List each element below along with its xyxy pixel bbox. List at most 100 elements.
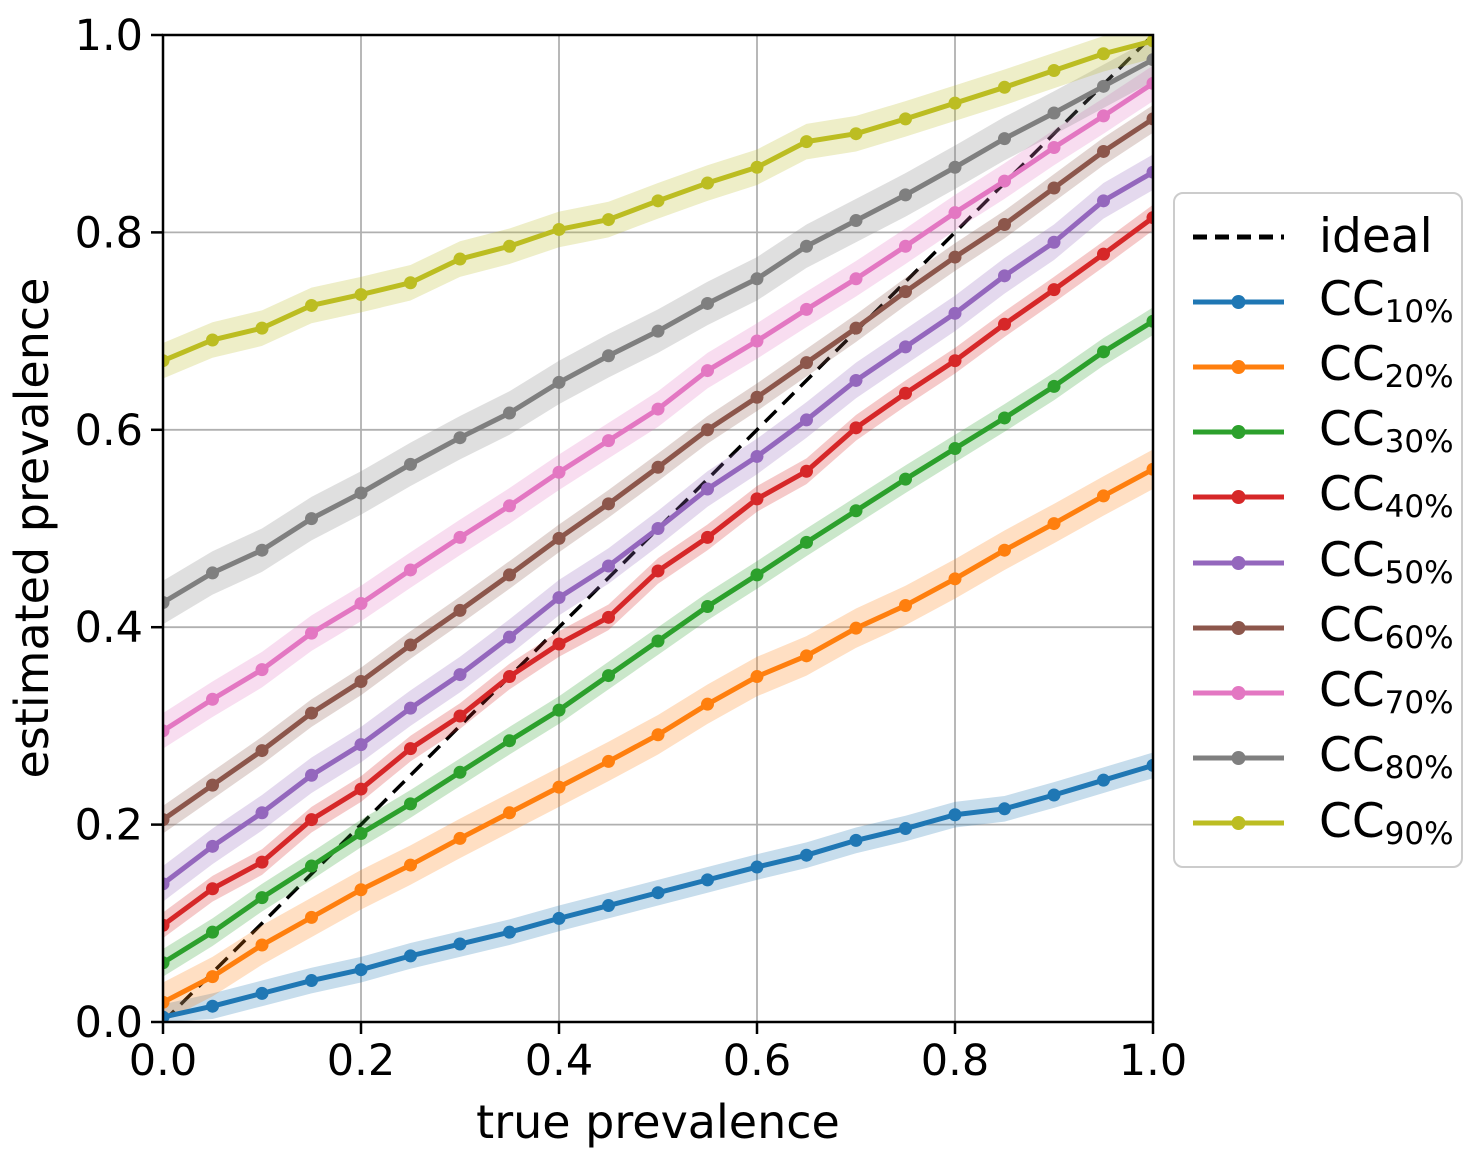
- data-point-cc-20: [651, 728, 665, 742]
- data-point-cc-30: [750, 568, 764, 582]
- data-point-cc-50: [503, 630, 516, 644]
- x-axis-label: true prevalence: [476, 1095, 840, 1149]
- data-point-cc-40: [602, 610, 615, 624]
- legend-line-icon: [1193, 234, 1284, 239]
- data-point-cc-10: [1097, 773, 1110, 787]
- data-point-cc-80: [255, 543, 269, 557]
- legend: ideal CC10% CC20% CC30% CC40% CC50% CC60% CC70%…: [1173, 192, 1463, 868]
- data-point-cc-10: [255, 986, 269, 1000]
- data-point-cc-30: [948, 442, 962, 456]
- legend-label-cc-40: CC40%: [1319, 467, 1454, 526]
- data-point-cc-80: [998, 132, 1011, 146]
- data-point-cc-90: [602, 213, 615, 227]
- data-point-cc-50: [701, 482, 714, 496]
- data-point-cc-60: [800, 356, 813, 370]
- data-point-cc-60: [750, 390, 764, 404]
- data-point-cc-40: [1047, 283, 1061, 297]
- data-point-cc-30: [651, 634, 665, 648]
- data-point-cc-40: [404, 742, 417, 756]
- x-tick-label: 0.8: [921, 1036, 989, 1086]
- data-point-cc-40: [503, 670, 516, 684]
- legend-label-cc-60: CC60%: [1319, 597, 1454, 656]
- data-point-cc-90: [552, 222, 566, 236]
- series-markers-cc-90: [163, 35, 1153, 368]
- legend-sample-cc-40: [1191, 486, 1286, 508]
- data-point-cc-90: [354, 288, 368, 302]
- legend-line-icon: [1193, 751, 1284, 766]
- data-point-cc-40: [651, 564, 665, 578]
- legend-line-icon: [1193, 294, 1284, 309]
- data-point-cc-20: [899, 598, 912, 612]
- data-point-cc-30: [552, 703, 566, 717]
- data-point-cc-80: [1047, 106, 1061, 120]
- data-point-cc-90: [255, 321, 269, 335]
- data-point-cc-10: [453, 937, 467, 951]
- legend-entry-cc-20: CC20%: [1175, 334, 1461, 399]
- data-point-cc-90: [453, 252, 467, 266]
- data-point-cc-50: [800, 413, 813, 427]
- data-point-cc-10: [404, 949, 417, 963]
- legend-label-cc-70: CC70%: [1319, 663, 1454, 721]
- data-point-cc-60: [453, 603, 467, 617]
- data-point-cc-10: [206, 999, 219, 1013]
- legend-entry-cc-80: CC80%: [1175, 726, 1461, 791]
- legend-line-icon: [1193, 425, 1284, 440]
- data-point-cc-80: [849, 214, 863, 228]
- data-point-cc-80: [503, 406, 516, 420]
- data-point-cc-50: [849, 373, 863, 387]
- data-point-cc-90: [651, 194, 665, 208]
- data-point-cc-80: [651, 324, 665, 338]
- data-point-cc-30: [503, 734, 516, 748]
- legend-sample-cc-90: [1191, 812, 1286, 834]
- legend-entry-cc-30: CC30%: [1175, 400, 1461, 465]
- data-point-cc-40: [948, 354, 962, 368]
- y-axis-label: estimated prevalence: [5, 278, 59, 779]
- data-point-cc-20: [255, 938, 269, 952]
- legend-entry-cc-90: CC90%: [1175, 791, 1461, 856]
- data-point-cc-80: [602, 349, 615, 363]
- data-point-cc-10: [503, 925, 516, 939]
- data-point-cc-60: [998, 218, 1011, 232]
- data-point-cc-40: [305, 813, 318, 827]
- data-point-cc-30: [1047, 379, 1061, 393]
- data-point-cc-30: [453, 765, 467, 779]
- data-point-cc-70: [354, 597, 368, 611]
- data-point-cc-80: [750, 272, 764, 286]
- data-point-cc-50: [404, 701, 417, 715]
- data-point-cc-10: [899, 822, 912, 836]
- series-markers-cc-10: [163, 758, 1153, 1022]
- legend-sample-cc-30: [1191, 421, 1286, 443]
- series-markers-cc-30: [163, 314, 1153, 970]
- data-point-cc-20: [701, 697, 714, 711]
- x-tick-label: 0.2: [327, 1036, 395, 1086]
- data-point-cc-20: [1097, 489, 1110, 503]
- data-point-cc-60: [1047, 181, 1061, 195]
- data-point-cc-70: [163, 724, 170, 738]
- legend-entry-cc-10: CC10%: [1175, 269, 1461, 334]
- data-point-cc-10: [849, 833, 863, 847]
- legend-line-icon: [1193, 686, 1284, 701]
- data-point-cc-50: [552, 591, 566, 605]
- data-point-cc-50: [206, 839, 219, 853]
- legend-entry-cc-50: CC50%: [1175, 530, 1461, 595]
- series-markers-cc-50: [163, 165, 1153, 891]
- data-point-cc-10: [651, 886, 665, 900]
- tick-labels: 0.0 0.2 0.4 0.6 0.8 1.0 0.0 0.2 0.4 0.6 0.8 1.0: [75, 11, 1188, 1086]
- data-point-cc-20: [163, 995, 170, 1009]
- legend-sample-cc-60: [1191, 617, 1286, 639]
- data-point-cc-30: [404, 797, 417, 811]
- data-point-cc-70: [849, 272, 863, 286]
- data-point-cc-90: [305, 298, 318, 312]
- data-point-cc-50: [354, 738, 368, 752]
- data-point-cc-50: [899, 340, 912, 354]
- series-markers-cc-70: [163, 76, 1153, 738]
- data-point-cc-10: [602, 899, 615, 913]
- data-point-cc-10: [305, 974, 318, 988]
- data-point-cc-20: [453, 831, 467, 845]
- data-point-cc-30: [255, 891, 269, 905]
- data-point-cc-90: [206, 333, 219, 347]
- data-point-cc-20: [948, 572, 962, 586]
- data-point-cc-50: [750, 449, 764, 463]
